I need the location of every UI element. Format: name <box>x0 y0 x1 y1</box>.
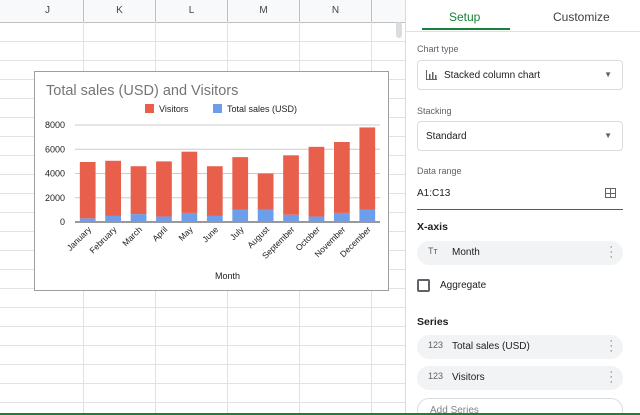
legend-swatch <box>145 104 154 113</box>
xaxis-field-label: Month <box>452 247 480 258</box>
tab-divider <box>406 31 640 32</box>
bar-segment <box>181 212 198 222</box>
x-tick-label: April <box>150 224 169 243</box>
column-header-l[interactable]: L <box>156 0 228 22</box>
bar-segment <box>232 157 249 210</box>
bar-segment <box>333 141 350 213</box>
chart-type-dropdown[interactable]: Stacked column chart ▼ <box>417 60 623 90</box>
column-chart-icon <box>426 70 437 80</box>
x-tick-label: March <box>120 224 144 248</box>
bar-segment <box>359 127 376 210</box>
x-tick-label: June <box>200 224 220 244</box>
series-item-total-sales[interactable]: 123 Total sales (USD) · · · <box>417 335 623 359</box>
number-type-icon: 123 <box>428 371 444 381</box>
bar-segment <box>257 173 274 210</box>
chart[interactable]: Total sales (USD) and Visitors Visitors To… <box>34 71 389 291</box>
column-header-j[interactable]: J <box>12 0 84 22</box>
grid-row-line <box>0 307 405 308</box>
bar-segment <box>206 166 223 216</box>
legend-label: Visitors <box>159 104 189 114</box>
more-vert-icon[interactable]: · · · <box>609 335 613 357</box>
bar-segment <box>206 215 223 222</box>
bar-segment <box>130 166 147 215</box>
bar-segment <box>105 160 122 216</box>
x-tick-label: May <box>176 224 195 243</box>
xaxis-title: X-axis <box>417 221 448 233</box>
add-series-label: Add Series <box>430 405 479 415</box>
stacking-dropdown[interactable]: Standard ▼ <box>417 121 623 151</box>
data-range-label: Data range <box>417 166 462 176</box>
grid-row-line <box>0 383 405 384</box>
y-tick-label: 0 <box>60 217 65 227</box>
legend-swatch <box>213 104 222 113</box>
text-type-icon: Tт <box>428 246 438 256</box>
bar-segment <box>257 209 274 222</box>
bar-segment <box>359 209 376 222</box>
chart-editor-panel: Setup Customize Chart type Stacked colum… <box>405 0 640 415</box>
xaxis-field-month[interactable]: Tт Month · · · <box>417 241 623 265</box>
column-header-m[interactable]: M <box>228 0 300 22</box>
aggregate-label: Aggregate <box>440 280 487 291</box>
spreadsheet-grid[interactable]: J K L M N Total sales (USD) and Visitors… <box>0 0 405 415</box>
bar-segment <box>333 212 350 222</box>
tab-customize[interactable]: Customize <box>553 10 610 24</box>
chart-type-value: Stacked column chart <box>444 70 541 81</box>
bar-segment <box>181 151 198 213</box>
bar-segment <box>156 216 172 222</box>
bar-segment <box>308 216 325 222</box>
grid-row-line <box>0 364 405 365</box>
stacking-label: Stacking <box>417 106 452 116</box>
grid-row-line <box>0 326 405 327</box>
caret-down-icon: ▼ <box>604 70 612 79</box>
column-header-k[interactable]: K <box>84 0 156 22</box>
number-type-icon: 123 <box>428 340 444 350</box>
bar-segment <box>308 146 325 217</box>
bar-segment <box>232 209 249 222</box>
column-header-row: J K L M N <box>0 0 405 23</box>
data-range-underline <box>417 209 623 210</box>
data-range-input[interactable]: A1:C13 <box>417 188 451 199</box>
aggregate-checkbox[interactable] <box>417 279 430 292</box>
x-tick-label: February <box>87 224 119 256</box>
series-label: Total sales (USD) <box>452 341 530 352</box>
series-item-visitors[interactable]: 123 Visitors · · · <box>417 366 623 390</box>
bar-segment <box>105 215 122 222</box>
x-tick-label: July <box>228 224 246 242</box>
chart-svg: Total sales (USD) and Visitors Visitors To… <box>45 83 380 281</box>
grid-row-line <box>0 60 405 61</box>
tab-setup[interactable]: Setup <box>449 10 481 24</box>
column-header-n[interactable]: N <box>300 0 372 22</box>
bar-segment <box>130 214 147 222</box>
chart-title: Total sales (USD) and Visitors <box>46 83 238 99</box>
more-vert-icon[interactable]: · · · <box>609 366 613 388</box>
legend-label: Total sales (USD) <box>227 104 297 114</box>
grid-row-line <box>0 345 405 346</box>
vertical-scrollbar[interactable] <box>396 22 402 38</box>
y-tick-label: 2000 <box>45 193 65 203</box>
x-axis-title: Month <box>215 271 240 281</box>
stacking-value: Standard <box>426 131 467 142</box>
caret-down-icon: ▼ <box>604 131 612 140</box>
bar-segment <box>283 214 299 222</box>
bar-segment <box>156 161 172 217</box>
add-series-button[interactable]: Add Series <box>417 398 623 415</box>
grid-row-line <box>0 402 405 403</box>
chart-type-label: Chart type <box>417 44 459 54</box>
grid-row-line <box>0 41 405 42</box>
bar-segment <box>283 155 299 215</box>
series-label: Visitors <box>452 372 485 383</box>
bottom-accent-line <box>0 413 640 415</box>
bar-segment <box>79 218 96 222</box>
y-tick-label: 4000 <box>45 169 65 179</box>
y-tick-label: 6000 <box>45 144 65 154</box>
more-vert-icon[interactable]: · · · <box>609 241 613 263</box>
active-tab-indicator <box>422 28 510 30</box>
series-title: Series <box>417 316 449 328</box>
grid-select-icon[interactable] <box>605 188 616 198</box>
bar-segment <box>79 161 96 219</box>
y-tick-label: 8000 <box>45 120 65 130</box>
